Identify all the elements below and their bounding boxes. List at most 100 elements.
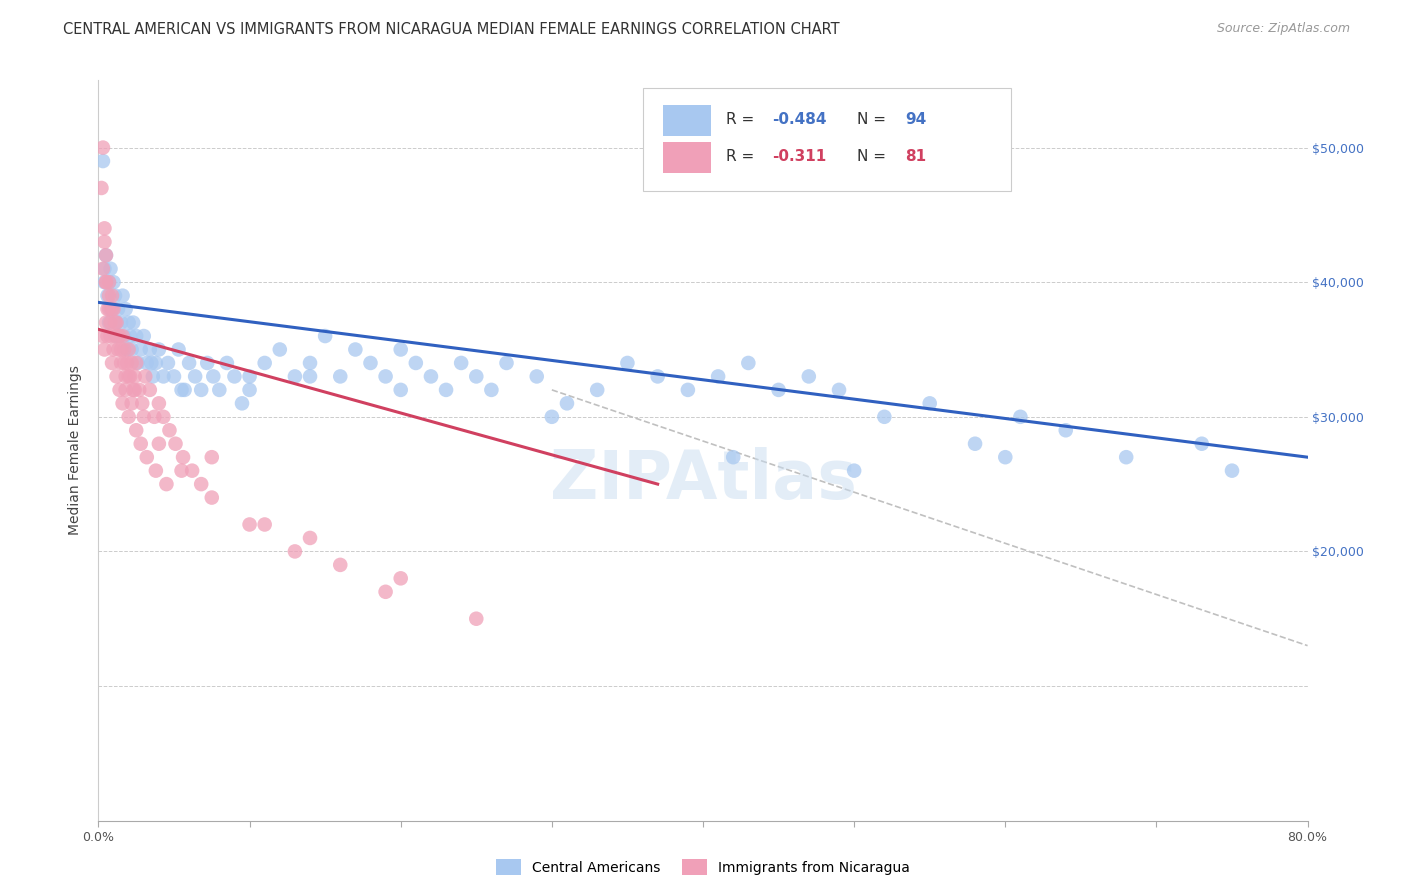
Point: [152, 409, 174, 424]
Text: N =: N =: [856, 112, 890, 127]
Point: [96, 329, 118, 343]
Point: [112, 329, 135, 343]
Point: [165, 436, 187, 450]
Text: ZIPAtlas: ZIPAtlas: [550, 447, 856, 513]
Point: [122, 383, 145, 397]
Point: [118, 343, 141, 357]
Point: [122, 316, 145, 330]
Text: 81: 81: [905, 149, 927, 164]
Point: [120, 329, 142, 343]
Point: [374, 584, 396, 599]
Point: [120, 369, 142, 384]
Point: [167, 343, 190, 357]
Point: [148, 396, 170, 410]
Point: [96, 302, 118, 317]
Point: [124, 383, 146, 397]
Point: [737, 356, 759, 370]
Point: [1220, 464, 1243, 478]
Point: [111, 396, 134, 410]
Point: [707, 369, 730, 384]
Bar: [664, 142, 711, 173]
Point: [125, 423, 148, 437]
Point: [94, 248, 117, 262]
Point: [156, 356, 179, 370]
Point: [103, 275, 125, 289]
Point: [114, 302, 136, 317]
Point: [96, 288, 118, 302]
Point: [224, 369, 246, 384]
Point: [239, 369, 262, 384]
Point: [148, 436, 170, 450]
Point: [98, 275, 121, 289]
Point: [124, 369, 146, 384]
Point: [101, 356, 124, 370]
Point: [100, 302, 122, 317]
FancyBboxPatch shape: [643, 87, 1011, 191]
Point: [284, 369, 307, 384]
Point: [253, 517, 276, 532]
Point: [152, 369, 174, 384]
Point: [526, 369, 548, 384]
Point: [540, 409, 562, 424]
Point: [105, 369, 128, 384]
Point: [389, 383, 412, 397]
Point: [329, 558, 352, 572]
Point: [481, 383, 503, 397]
Point: [208, 383, 231, 397]
Point: [145, 464, 167, 478]
Point: [104, 329, 127, 343]
Point: [118, 409, 141, 424]
Point: [93, 275, 115, 289]
Legend: Central Americans, Immigrants from Nicaragua: Central Americans, Immigrants from Nicar…: [491, 854, 915, 880]
Point: [129, 343, 152, 357]
Point: [134, 369, 156, 384]
Point: [91, 261, 114, 276]
Point: [405, 356, 427, 370]
Point: [93, 343, 115, 357]
Point: [239, 383, 262, 397]
Point: [91, 329, 114, 343]
Point: [98, 275, 121, 289]
Point: [93, 221, 115, 235]
Point: [108, 329, 131, 343]
Point: [91, 140, 114, 154]
Point: [107, 329, 129, 343]
Point: [98, 288, 121, 302]
Point: [828, 383, 851, 397]
Text: N =: N =: [856, 149, 890, 164]
Point: [100, 261, 122, 276]
Point: [94, 248, 117, 262]
Point: [141, 356, 163, 370]
Point: [148, 343, 170, 357]
Point: [173, 383, 195, 397]
Point: [118, 316, 141, 330]
Point: [93, 235, 115, 249]
Point: [145, 356, 167, 370]
Point: [269, 343, 291, 357]
Point: [994, 450, 1017, 465]
Point: [434, 383, 457, 397]
Point: [202, 369, 225, 384]
Text: R =: R =: [725, 112, 759, 127]
Point: [115, 343, 138, 357]
Point: [155, 477, 177, 491]
Point: [112, 356, 135, 370]
Point: [94, 316, 117, 330]
Point: [873, 409, 896, 424]
Point: [100, 316, 122, 330]
Point: [94, 275, 117, 289]
Point: [128, 383, 150, 397]
Point: [127, 356, 149, 370]
Point: [647, 369, 669, 384]
Point: [239, 517, 262, 532]
Point: [676, 383, 699, 397]
Point: [105, 329, 128, 343]
Point: [118, 369, 141, 384]
Point: [135, 356, 157, 370]
Point: [105, 316, 128, 330]
Point: [360, 356, 382, 370]
Point: [389, 571, 412, 585]
Point: [159, 423, 181, 437]
Point: [121, 356, 143, 370]
Point: [918, 396, 941, 410]
